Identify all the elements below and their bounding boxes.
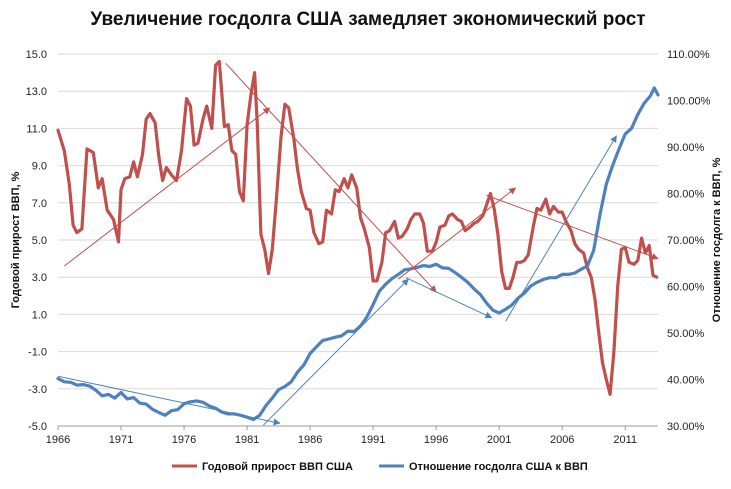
x-tick-label: 2001 — [487, 434, 511, 446]
left-tick-label: -3.0 — [28, 384, 47, 396]
series-lines — [56, 59, 660, 422]
x-tick-label: 1991 — [361, 434, 385, 446]
trend-arrow — [398, 187, 517, 280]
trend-arrow — [225, 62, 437, 293]
trend-arrow — [57, 375, 281, 426]
left-tick-label: 7.0 — [32, 198, 47, 210]
x-tick-label: 1971 — [109, 434, 133, 446]
right-tick-label: 40.00% — [667, 375, 705, 387]
right-tick-label: 110.00% — [667, 49, 710, 61]
left-tick-label: 9.0 — [32, 161, 47, 173]
left-tick-label: 3.0 — [32, 272, 47, 284]
left-axis-ticks: 15.0 13.0 11.0 9.0 7.0 5.0 3.0 1.0 -1.0 -3.0 -5.0 — [26, 49, 47, 433]
right-tick-label: 50.00% — [667, 328, 705, 340]
x-tick-label: 1996 — [424, 434, 448, 446]
x-tick-label: 1966 — [46, 434, 70, 446]
x-tick-label: 1981 — [235, 434, 259, 446]
left-tick-label: 1.0 — [32, 309, 47, 321]
x-tick-label: 2006 — [550, 434, 574, 446]
right-axis-title: Отношение госдолга к ВВП, % — [711, 157, 723, 322]
right-tick-label: 100.00% — [667, 96, 711, 108]
left-tick-label: 13.0 — [26, 86, 47, 98]
left-tick-label: -5.0 — [28, 421, 47, 433]
series-line-debt-ratio — [56, 86, 660, 422]
legend-label-gdp-growth: Годовой прирост ВВП США — [202, 461, 353, 473]
trend-arrows — [57, 62, 659, 426]
trend-arrow — [486, 194, 659, 260]
legend-label-debt-ratio: Отношение госдолга США к ВВП — [409, 461, 588, 473]
left-tick-label: 15.0 — [26, 49, 47, 61]
trend-arrow — [505, 135, 617, 322]
left-tick-label: 11.0 — [26, 123, 47, 135]
chart-title: Увеличение госдолга США замедляет эконом… — [90, 9, 645, 30]
left-tick-label: 5.0 — [32, 235, 47, 247]
trend-arrow — [405, 277, 493, 319]
gridlines — [58, 53, 658, 427]
right-axis-ticks: 110.00% 100.00% 90.00% 80.00% 70.00% 60.00% 50… — [667, 49, 711, 433]
right-tick-label: 60.00% — [667, 282, 705, 294]
right-tick-label: 80.00% — [667, 189, 705, 201]
legend: Годовой прирост ВВП США Отношение госдол… — [172, 461, 588, 473]
x-axis-ticks: 1966 1971 1976 1981 1986 1991 1996 2001 2006 2011 — [46, 426, 637, 446]
right-tick-label: 30.00% — [667, 421, 705, 433]
x-tick-label: 1976 — [172, 434, 196, 446]
x-tick-label: 1986 — [298, 434, 322, 446]
x-tick-label: 2011 — [613, 434, 637, 446]
trend-arrow — [263, 278, 409, 426]
left-axis-title: Годовой прирост ВВП, % — [10, 171, 22, 308]
left-tick-label: -1.0 — [28, 347, 47, 359]
right-tick-label: 90.00% — [667, 142, 705, 154]
right-tick-label: 70.00% — [667, 235, 705, 247]
trend-arrow — [63, 107, 271, 267]
series-line-gdp-growth — [56, 59, 659, 396]
